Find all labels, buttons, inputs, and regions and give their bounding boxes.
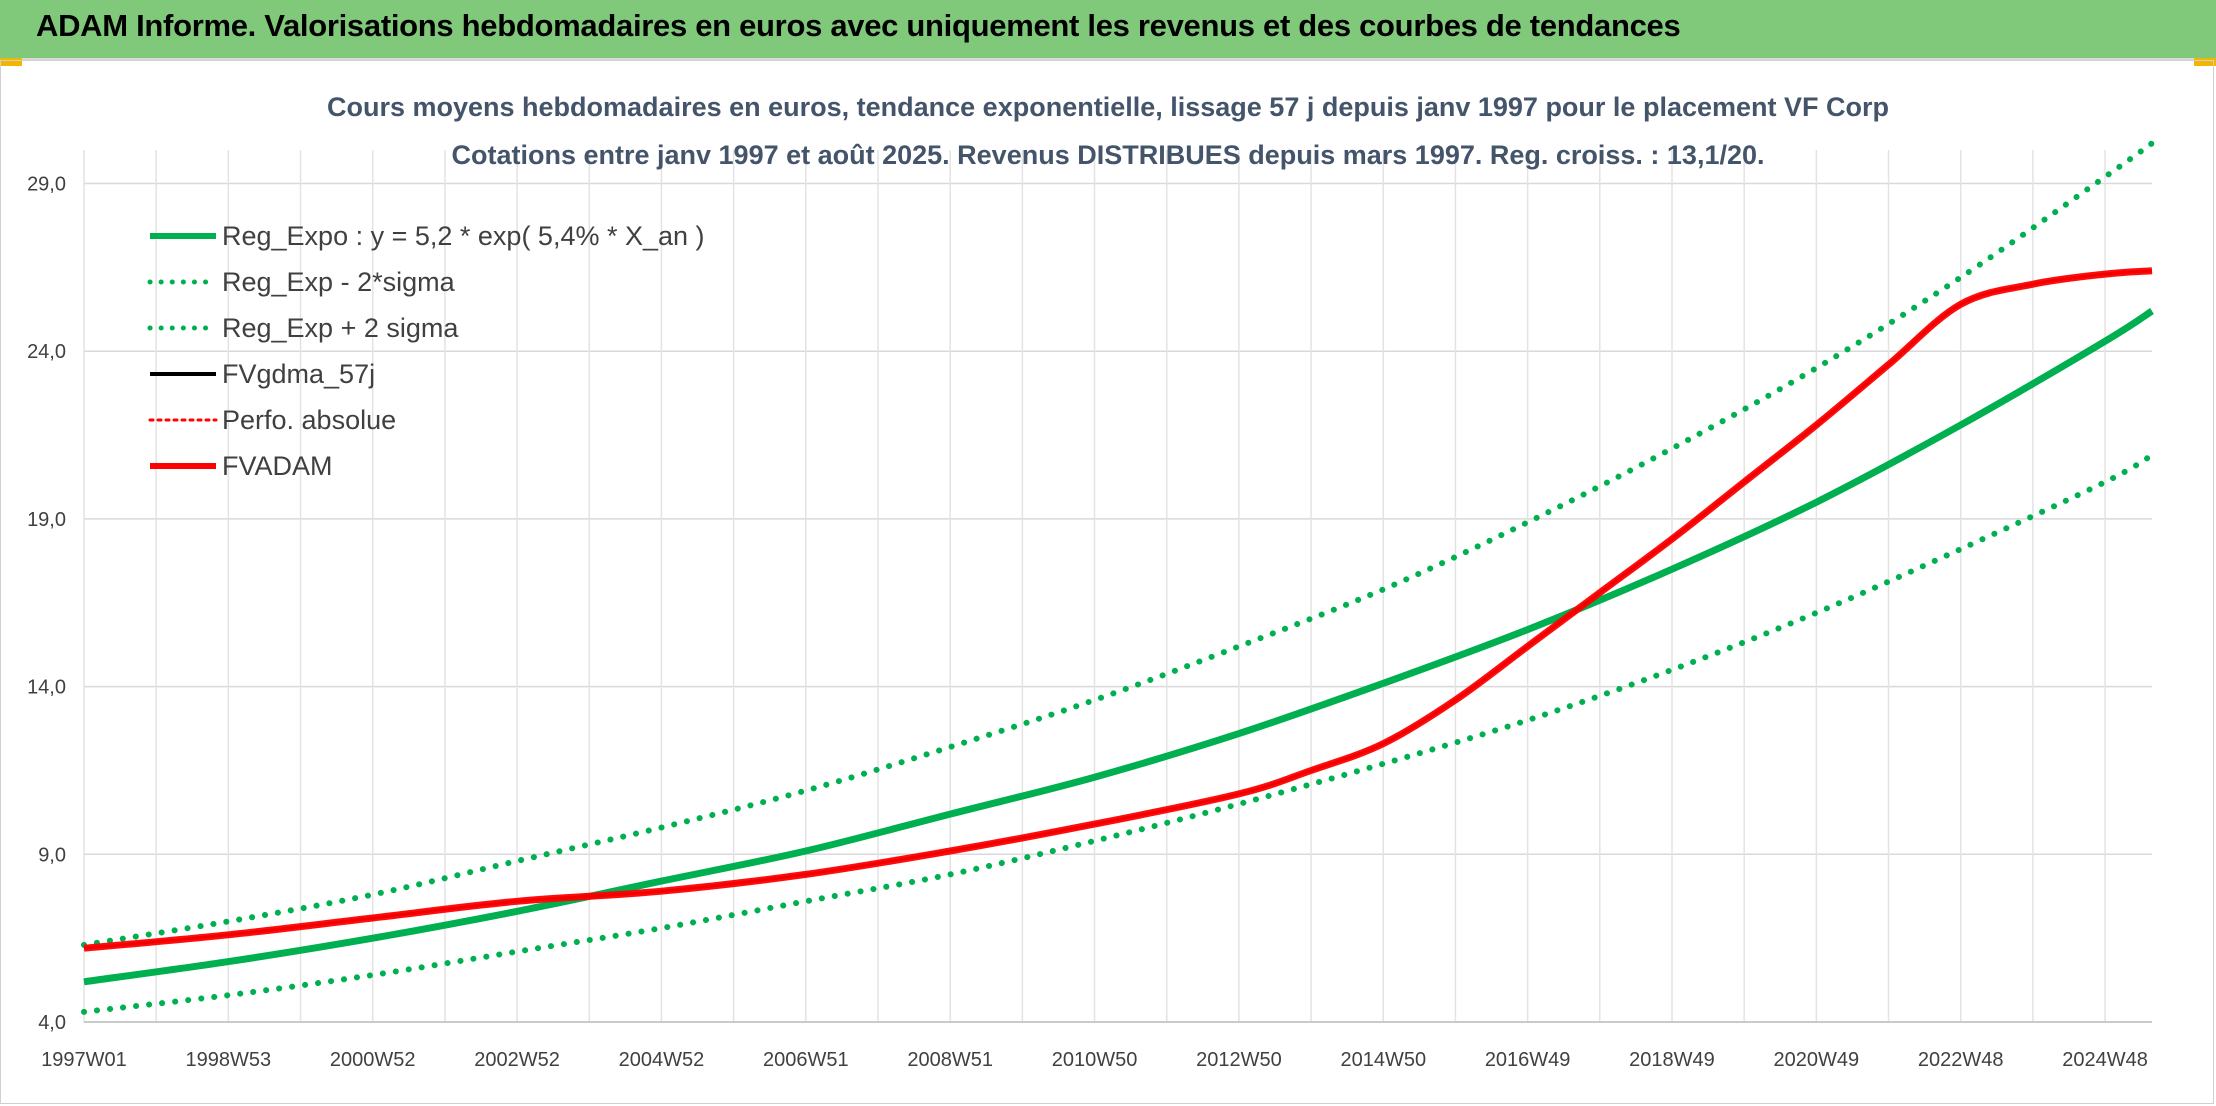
series-line-5: [83, 267, 2153, 952]
x-tick-label: 2004W52: [619, 1049, 705, 1071]
right-corner-accent: [2194, 58, 2216, 66]
legend-label: FVgdma_57j: [222, 359, 375, 389]
y-tick-label: 19,0: [27, 509, 66, 531]
x-tick-label: 2008W51: [907, 1049, 993, 1071]
x-tick-label: 2024W48: [2062, 1049, 2148, 1071]
y-tick-label: 14,0: [27, 677, 66, 699]
y-tick-label: 24,0: [27, 341, 66, 363]
y-tick-label: 4,0: [38, 1012, 66, 1034]
left-corner-accent: [0, 58, 22, 66]
x-tick-label: 1997W01: [41, 1049, 127, 1071]
report-title: ADAM Informe. Valorisations hebdomadaire…: [36, 8, 1681, 43]
legend-label: Reg_Expo : y = 5,2 * exp( 5,4% * X_an ): [222, 221, 705, 251]
x-tick-label: 2016W49: [1485, 1049, 1571, 1071]
series-line-1: [81, 452, 2155, 1015]
legend: Reg_Expo : y = 5,2 * exp( 5,4% * X_an ) R…: [147, 221, 705, 481]
legend-label: Perfo. absolue: [222, 405, 396, 435]
y-tick-label: 9,0: [38, 844, 66, 866]
x-tick-label: 2006W51: [763, 1049, 849, 1071]
axis-labels: 4,0 9,0 14,0 19,0 24,0 29,0 1997W01 1998W53 2000…: [27, 174, 2148, 1071]
x-tick-label: 2018W49: [1629, 1049, 1715, 1071]
series-lines: [81, 140, 2155, 1015]
x-tick-label: 2020W49: [1774, 1049, 1860, 1071]
x-tick-label: 2010W50: [1052, 1049, 1138, 1071]
gridlines: [83, 150, 2152, 1023]
x-tick-label: 2000W52: [330, 1049, 416, 1071]
chart-frame: [0, 60, 2214, 1104]
series-line-0: [83, 308, 2154, 986]
x-tick-label: 2022W48: [1918, 1049, 2004, 1071]
legend-label: Reg_Exp + 2 sigma: [222, 313, 459, 343]
report-banner: ADAM Informe. Valorisations hebdomadaire…: [0, 0, 2216, 60]
series-line-3: [83, 269, 2153, 950]
x-tick-label: 1998W53: [186, 1049, 272, 1071]
x-tick-label: 2012W50: [1196, 1049, 1282, 1071]
legend-label: Reg_Exp - 2*sigma: [222, 267, 456, 297]
series-line-2: [81, 140, 2155, 948]
x-tick-label: 2002W52: [474, 1049, 560, 1071]
y-tick-label: 29,0: [27, 174, 66, 196]
legend-label: FVADAM: [222, 451, 333, 481]
x-tick-label: 2014W50: [1340, 1049, 1426, 1071]
chart-subtitle: Cotations entre janv 1997 et août 2025. …: [451, 140, 1765, 170]
chart-title: Cours moyens hebdomadaires en euros, ten…: [327, 92, 1889, 122]
